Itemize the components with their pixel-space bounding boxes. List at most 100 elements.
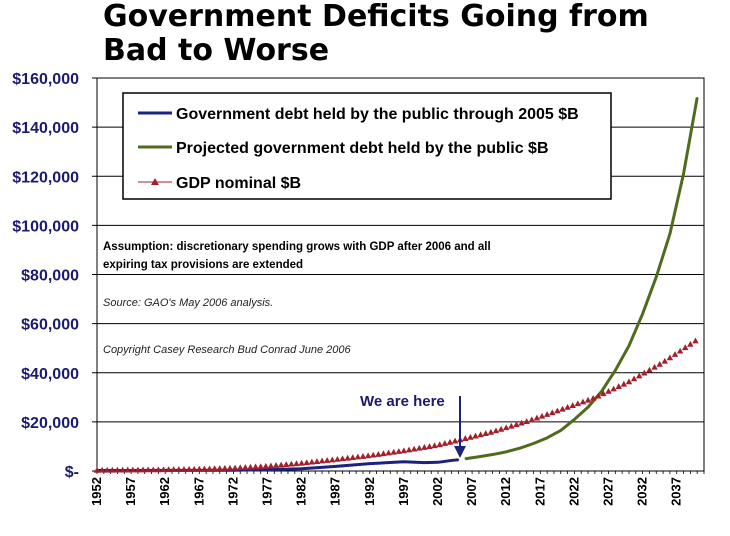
gdp-point	[349, 454, 356, 460]
x-tick-label: 1977	[260, 477, 275, 506]
gdp-point	[610, 385, 617, 392]
y-axis: $- $20,000 $40,000 $60,000 $80,000 $100,000 $1…	[12, 71, 97, 481]
debt-history-point	[300, 467, 303, 470]
y-tick-label: $40,000	[21, 366, 79, 383]
gdp-point	[93, 466, 101, 473]
gdp-point	[318, 457, 326, 464]
gdp-point	[395, 448, 402, 454]
x-tick-label: 2037	[669, 477, 684, 506]
gdp-point	[615, 383, 622, 389]
gdp-point	[410, 445, 418, 452]
we-are-here-label: We are here	[360, 393, 445, 410]
gdp-point	[451, 437, 459, 444]
gdp-point	[109, 466, 116, 473]
gdp-point	[620, 380, 628, 387]
gdp-point	[431, 442, 438, 449]
y-tick-label: $60,000	[21, 317, 79, 334]
gdp-point	[630, 375, 638, 382]
gdp-point	[549, 409, 556, 416]
x-tick-label: 2017	[532, 477, 547, 506]
gdp-point	[503, 424, 510, 431]
x-tick-label: 1972	[225, 477, 240, 506]
gdp-point	[283, 461, 290, 467]
gdp-point	[329, 456, 336, 463]
gdp-point	[518, 419, 525, 426]
debt-history-point	[369, 462, 371, 465]
gdp-point	[692, 337, 699, 344]
y-tick-label: $-	[65, 464, 79, 481]
gdp-point	[426, 443, 433, 449]
gdp-point	[533, 414, 541, 421]
gdp-point	[247, 463, 254, 470]
gdp-point	[554, 407, 561, 414]
gdp-point	[651, 363, 658, 370]
legend-label-gdp: GDP nominal $B	[176, 175, 301, 192]
gdp-point	[625, 378, 633, 385]
debt-projection-point	[491, 453, 494, 456]
gdp-point	[221, 465, 229, 471]
gdp-point	[354, 453, 362, 460]
gdp-point	[303, 459, 310, 466]
gdp-point	[523, 418, 530, 424]
debt-projection-point	[573, 418, 576, 421]
gdp-point	[196, 465, 203, 472]
debt-projection-point	[519, 447, 521, 449]
gdp-point	[170, 466, 177, 472]
debt-projection-line	[465, 97, 699, 461]
y-tick-label: $120,000	[12, 169, 79, 186]
gdp-point	[160, 466, 167, 473]
gdp-point	[165, 466, 172, 473]
gdp-point	[656, 360, 663, 367]
x-tick-label: 1957	[123, 477, 138, 506]
debt-history-point	[403, 460, 405, 463]
gdp-point	[595, 392, 602, 399]
x-axis: 1952 1957 1962 1967 1972 1977 1982 1987 1992 1997…	[89, 471, 705, 506]
gdp-point	[364, 452, 372, 459]
gdp-point	[538, 412, 546, 419]
gdp-point	[441, 440, 449, 446]
gdp-point	[359, 453, 367, 459]
x-tick-label: 1967	[191, 477, 206, 506]
gdp-point	[671, 351, 679, 357]
chart-title: Government Deficits Going from Bad to Wo…	[103, 0, 649, 68]
debt-projection-point	[587, 406, 589, 408]
gdp-point	[308, 458, 316, 465]
x-tick-label: 2002	[430, 477, 445, 506]
note-assumption-line2: expiring tax provisions are extended	[103, 259, 303, 271]
gdp-point	[144, 466, 152, 473]
gdp-point	[277, 461, 285, 468]
y-tick-label: $100,000	[12, 218, 79, 235]
series-layer	[93, 96, 699, 473]
x-tick-label: 1952	[89, 477, 104, 506]
x-tick-label: 2007	[464, 477, 479, 506]
gdp-point	[298, 459, 305, 466]
gdp-point	[323, 457, 331, 463]
legend-label-debt-projection: Projected government debt held by the pu…	[176, 140, 549, 157]
debt-projection-point	[669, 233, 671, 235]
debt-history-point	[450, 459, 453, 462]
gdp-point	[252, 463, 259, 470]
gdp-point	[636, 372, 643, 379]
gdp-point	[216, 465, 223, 471]
gdp-point	[370, 451, 377, 458]
gdp-point	[180, 466, 188, 472]
gdp-point	[462, 435, 469, 441]
gdp-point	[482, 430, 489, 436]
debt-projection-point	[641, 313, 644, 315]
x-tick-label: 1987	[328, 477, 343, 506]
gdp-point	[508, 422, 515, 429]
gdp-point	[600, 390, 607, 397]
legend-marker-gdp	[151, 178, 159, 185]
gdp-point	[344, 454, 351, 461]
debt-projection-point	[682, 172, 685, 175]
legend-label-debt-history: Government debt held by the public throu…	[176, 106, 579, 123]
gdp-point	[446, 438, 454, 445]
x-tick-label: 1982	[294, 477, 309, 506]
gdp-point	[477, 431, 484, 438]
gdp-point	[201, 465, 208, 472]
gdp-point	[385, 449, 392, 456]
debt-projection-point	[478, 455, 480, 458]
x-tick-label: 1997	[396, 477, 411, 506]
note-copyright: Copyright Casey Research Bud Conrad June…	[103, 344, 352, 356]
gdp-point	[175, 466, 183, 472]
